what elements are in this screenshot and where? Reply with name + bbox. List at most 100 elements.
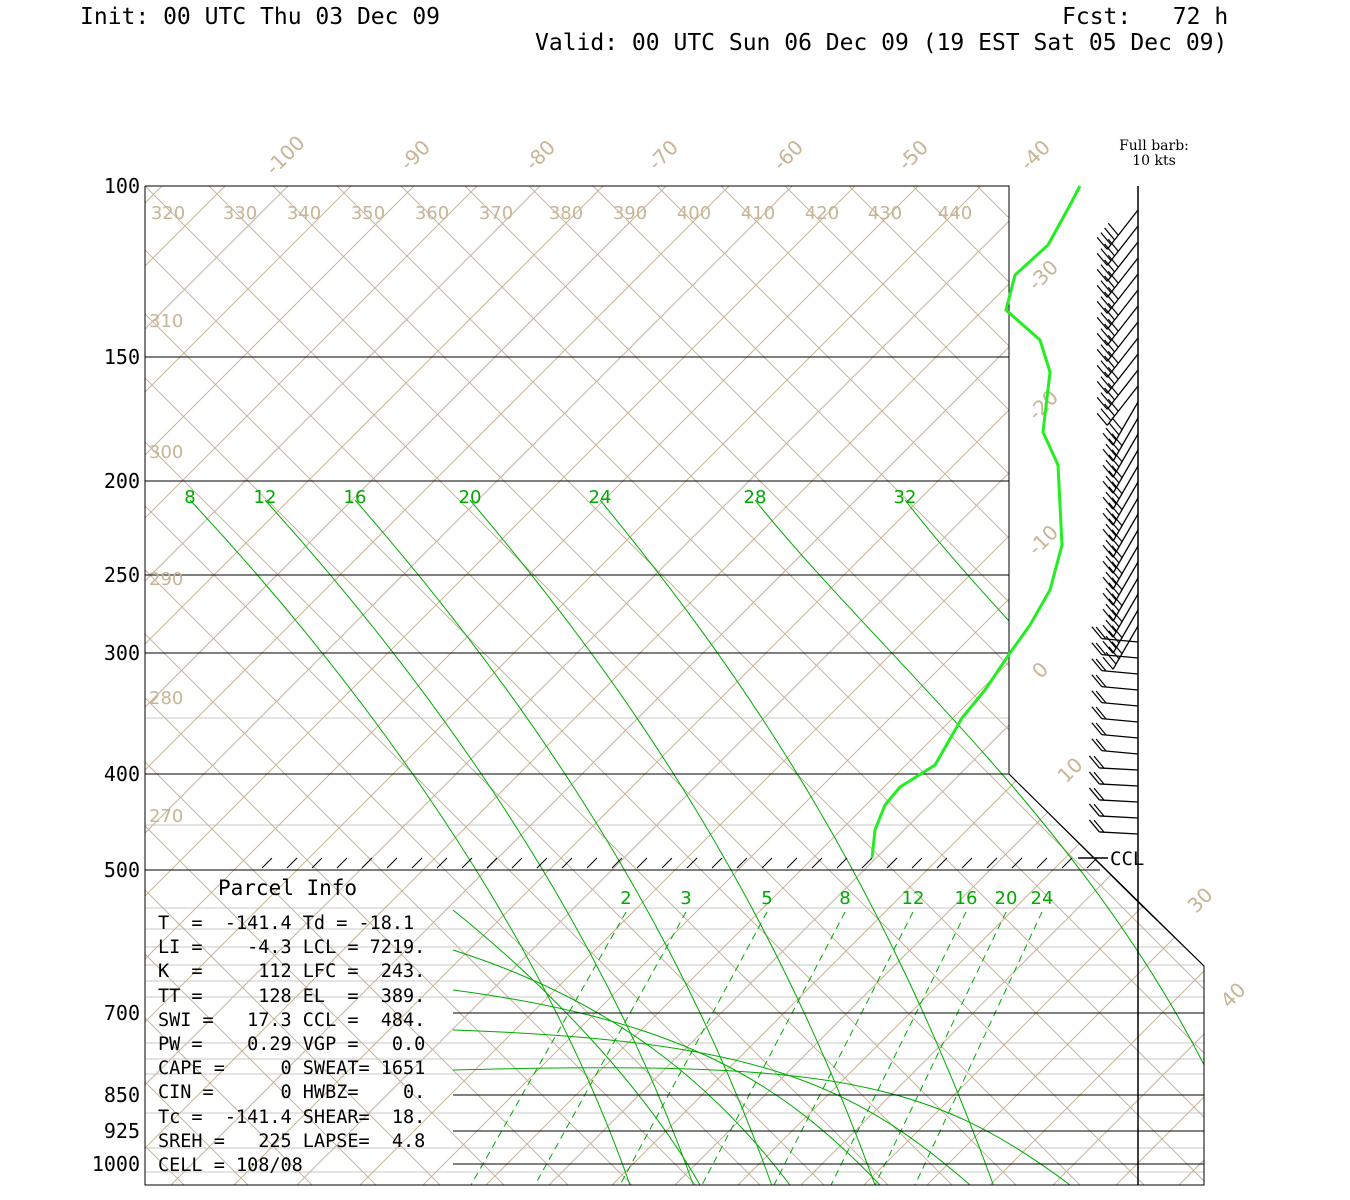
init-time: Init: 00 UTC Thu 03 Dec 09 <box>80 4 441 30</box>
hatch-mark <box>961 857 973 869</box>
wind-barbs <box>1088 209 1139 835</box>
mixing-ratio-line <box>701 911 846 1185</box>
pressure-label: 500 <box>104 858 140 882</box>
moist-adiabat-line <box>452 1029 971 1185</box>
wind-barb-feather <box>1088 787 1100 801</box>
wind-barb-feather <box>1088 803 1100 817</box>
wind-barb-shaft <box>1112 609 1139 654</box>
isotherm-label: -80 <box>520 135 560 175</box>
wind-barb-feather <box>1093 803 1105 817</box>
wind-barb-shaft <box>1112 433 1139 478</box>
hatch-mark <box>486 857 498 869</box>
theta-label: 280 <box>149 688 183 709</box>
wind-barb-feather <box>1093 771 1105 785</box>
mixing-ratio-line <box>534 911 687 1185</box>
isotherm-label: -50 <box>893 135 933 175</box>
dry-adiabat-line <box>911 186 1204 1185</box>
moist-adiabat-line <box>264 499 694 1185</box>
moist-adiabat-label: 20 <box>459 487 482 508</box>
wind-barb-feather <box>1105 523 1117 537</box>
wind-barb-feather <box>1104 355 1116 369</box>
wind-barb-feather <box>1100 376 1112 390</box>
dry-adiabat-line <box>145 186 697 1185</box>
parcel-info-row: Tc = -141.4 SHEAR= 18. <box>158 1106 426 1128</box>
dry-adiabat-line <box>145 186 825 1185</box>
wind-barb-shaft <box>1099 783 1139 787</box>
dry-adiabat-line <box>145 186 185 1185</box>
dry-adiabat-line <box>783 186 1204 1185</box>
wind-barb-feather <box>1111 545 1123 559</box>
moist-adiabat-label: 32 <box>894 487 917 508</box>
theta-label: 420 <box>805 203 839 224</box>
wind-barb-feather <box>1100 248 1112 262</box>
wind-barb-feather <box>1096 365 1108 378</box>
temperature-profile <box>870 185 1082 859</box>
moist-adiabat-line <box>599 499 994 1185</box>
isotherm-label: 30 <box>1183 883 1218 918</box>
wind-barb-shaft <box>1101 717 1139 723</box>
wind-barb-feather <box>1104 291 1116 305</box>
moist-adiabat-line <box>452 989 881 1185</box>
wind-barb-feather <box>1111 513 1123 527</box>
hatch-mark <box>711 857 723 869</box>
isotherm-line <box>145 186 794 1185</box>
isotherm-line <box>0 185 100 1185</box>
wind-barb-feather <box>1111 449 1123 463</box>
wind-barb-feather <box>1107 286 1119 300</box>
wind-barb-feather <box>1108 486 1120 500</box>
isotherm-line <box>422 186 1204 1185</box>
wind-barb-feather <box>1108 630 1120 644</box>
wind-barb-feather <box>1108 454 1120 468</box>
wind-barb-shaft <box>1112 497 1139 542</box>
mixing-ratio-label: 3 <box>680 888 691 909</box>
wind-barb-shaft <box>1101 685 1139 691</box>
wind-barb-feather <box>1102 624 1114 638</box>
wind-barb-feather <box>1100 280 1112 294</box>
hatch-mark <box>1011 857 1023 869</box>
wind-barb-feather <box>1105 491 1117 505</box>
wind-barb-shaft <box>1112 465 1139 510</box>
wind-barb-feather <box>1095 674 1107 688</box>
wind-barb-feather <box>1108 598 1120 612</box>
moist-adiabat-line <box>452 909 701 1185</box>
mixing-ratio-line <box>874 911 1007 1185</box>
wind-barb-shaft <box>1106 305 1139 346</box>
wind-barb-feather <box>1096 253 1108 266</box>
wind-barb-feather <box>1108 614 1120 628</box>
parcel-info-row: CIN = 0 HWBZ= 0. <box>158 1082 426 1104</box>
pressure-label: 100 <box>104 174 140 198</box>
isotherm-line <box>1242 185 1350 1185</box>
wind-barb-feather <box>1088 771 1100 785</box>
mixing-ratio-lines <box>470 911 1043 1185</box>
dry-adiabat-line <box>145 186 569 1185</box>
wind-barb-shaft <box>1106 225 1139 266</box>
wind-barb-shaft <box>1101 701 1139 707</box>
wind-barb-shaft <box>1112 545 1139 590</box>
wind-barb-feather <box>1104 307 1116 321</box>
dry-adiabat-line <box>145 186 1145 1185</box>
wind-barb-feather <box>1102 560 1114 574</box>
isotherm-line <box>989 186 1204 1185</box>
wind-barb-feather <box>1105 619 1117 633</box>
wind-barb-feather <box>1096 301 1108 314</box>
dry-adiabat-line <box>145 186 505 1185</box>
wind-barb-feather <box>1105 475 1117 489</box>
hatch-mark <box>536 857 548 869</box>
wind-barb-feather <box>1102 464 1114 478</box>
wind-barb-feather <box>1095 658 1107 672</box>
theta-label: 320 <box>151 203 185 224</box>
hatch-mark <box>861 857 873 869</box>
wind-barb-feather <box>1104 227 1116 241</box>
wind-barb-feather <box>1108 502 1120 516</box>
wind-barb-shaft <box>1099 831 1139 835</box>
dry-adiabat-line <box>399 186 1204 1185</box>
wind-barb-shaft <box>1101 669 1139 675</box>
wind-barb-feather <box>1104 323 1116 337</box>
moist-adiabat-line <box>904 499 1204 1185</box>
wind-barb-shaft <box>1112 449 1139 494</box>
isotherm-line <box>1052 186 1204 1185</box>
wind-barb-feather <box>1108 534 1120 548</box>
wind-barb-feather <box>1111 497 1123 511</box>
isotherm-label: 40 <box>1216 978 1251 1013</box>
wind-barb-feather <box>1108 518 1120 532</box>
